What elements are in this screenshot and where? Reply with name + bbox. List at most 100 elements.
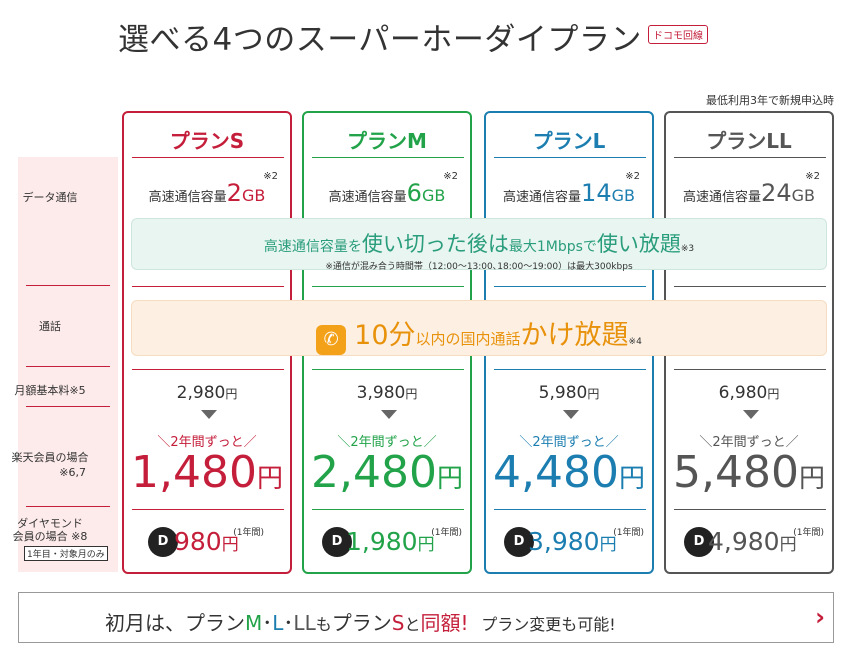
yen: 円 — [405, 387, 418, 401]
banner-text-big: 使い切った後は — [361, 232, 509, 256]
capacity-unit: GB — [421, 186, 446, 205]
label-diamond-2: 会員の場合 ※8 — [12, 530, 88, 543]
yen: 円 — [436, 464, 463, 494]
base-price-value: 6,980 — [718, 383, 768, 403]
capacity-number: 2 — [226, 179, 242, 207]
diamond-note: (1年間) — [233, 528, 264, 538]
capacity-number: 14 — [581, 179, 612, 207]
bottom-text-ll: LL — [293, 611, 316, 635]
rakuten-price: 1,480円 — [124, 447, 290, 498]
base-price: 6,980円 — [666, 383, 832, 403]
label-sep — [26, 366, 110, 367]
label-column — [18, 157, 118, 572]
capacity-unit: GB — [241, 186, 266, 205]
label-rakuten: 楽天会員の場合 — [11, 451, 89, 464]
bottom-text: と — [404, 615, 421, 634]
diamond-note: (1年間) — [431, 528, 462, 538]
plan-divider — [674, 157, 826, 158]
label-call: 通話 — [39, 320, 61, 333]
yen: 円 — [587, 387, 600, 401]
capacity-note: ※2 — [805, 171, 820, 182]
capacity-unit: GB — [791, 186, 815, 205]
yen: 円 — [618, 464, 645, 494]
free-call-banner: ✆ 10分以内の国内通話かけ放題※4 — [131, 300, 827, 356]
first-month-text: 初月は、プランM･L･LLもプランSと同額! プラン変更も可能! — [105, 607, 616, 636]
base-price: 3,980円 — [304, 383, 470, 403]
yen: 円 — [256, 464, 283, 494]
yen: 円 — [798, 464, 825, 494]
bottom-text: ･ — [262, 611, 273, 635]
plan-divider — [312, 157, 464, 158]
capacity-prefix: 高速通信容量 — [503, 190, 582, 205]
rakuten-price: 2,480円 — [304, 447, 470, 498]
plan-divider — [674, 369, 826, 370]
bottom-text-l: L — [272, 611, 284, 635]
diamond-price-value: 4,980 — [708, 527, 780, 556]
two-year-catch: ＼2年間ずっと／ — [519, 435, 619, 450]
bottom-text-same: 同額! — [420, 611, 469, 635]
label-rakuten-note: ※6,7 — [59, 466, 86, 479]
docomo-tag: ドコモ回線 — [648, 25, 708, 44]
chevron-right-icon: › — [815, 603, 825, 631]
yen: 円 — [225, 387, 238, 401]
bottom-text: プラン変更も可能! — [481, 615, 616, 634]
capacity: 高速通信容量24GB — [666, 179, 832, 207]
diamond-icon: D — [148, 527, 178, 557]
down-arrow-icon — [563, 410, 579, 419]
plan-divider — [674, 509, 826, 510]
phone-icon: ✆ — [316, 324, 347, 355]
label-diamond-1: ダイヤモンド — [17, 517, 83, 530]
diamond-price-value: 980 — [174, 527, 222, 556]
diamond-icon: D — [504, 527, 534, 557]
plan-divider — [132, 286, 284, 287]
bottom-text: ･ — [283, 611, 294, 635]
plan-divider — [494, 157, 646, 158]
diamond-price-value: 3,980 — [528, 527, 600, 556]
capacity-note: ※2 — [625, 171, 640, 182]
label-sep — [26, 406, 110, 407]
plan-name: プランLL — [706, 129, 792, 153]
banner-text: 以内の国内通話 — [415, 330, 521, 348]
unlimited-data-sub: ※通信が混み合う時間帯（12:00〜13:00､18:00〜19:00）は最大3… — [325, 262, 633, 272]
rakuten-price: 5,480円 — [666, 447, 832, 498]
plan-divider — [494, 509, 646, 510]
bottom-text: も — [315, 615, 332, 634]
down-arrow-icon — [381, 410, 397, 419]
capacity-unit: GB — [611, 186, 635, 205]
capacity-note: ※2 — [263, 171, 278, 182]
label-data: データ通信 — [22, 191, 78, 204]
bottom-text: 初月は、 — [105, 611, 185, 635]
capacity-prefix: 高速通信容量 — [683, 190, 762, 205]
yen: 円 — [779, 535, 797, 555]
min-term-note: 最低利用3年で新規申込時 — [706, 94, 834, 107]
yen: 円 — [221, 535, 239, 555]
label-sep — [26, 506, 110, 507]
capacity-number: 6 — [406, 179, 422, 207]
rakuten-price-value: 4,480 — [493, 447, 619, 498]
banner-note: ※3 — [680, 244, 695, 254]
plan-divider — [494, 286, 646, 287]
first-month-banner-link[interactable]: 初月は、プランM･L･LLもプランSと同額! プラン変更も可能! › — [18, 592, 834, 643]
bottom-text-s: S — [391, 611, 405, 635]
plan-divider — [132, 157, 284, 158]
yen: 円 — [767, 387, 780, 401]
label-first-year-badge: 1年目・対象月のみ — [24, 546, 108, 561]
plan-divider — [132, 369, 284, 370]
label-monthly: 月額基本料※5 — [14, 384, 86, 397]
base-price: 2,980円 — [124, 383, 290, 403]
capacity: 高速通信容量14GB — [486, 179, 652, 207]
diamond-icon: D — [684, 527, 714, 557]
plan-divider — [312, 509, 464, 510]
yen: 円 — [417, 535, 435, 555]
bottom-text: プラン — [331, 611, 392, 635]
capacity-number: 24 — [761, 179, 792, 207]
diamond-note: (1年間) — [793, 528, 824, 538]
base-price-value: 2,980 — [176, 383, 226, 403]
base-price: 5,980円 — [486, 383, 652, 403]
plan-divider — [312, 369, 464, 370]
rakuten-price-value: 2,480 — [311, 447, 437, 498]
plan-divider — [674, 286, 826, 287]
diamond-price: 3,980円 — [528, 527, 617, 556]
base-price-value: 5,980 — [538, 383, 588, 403]
capacity-prefix: 高速通信容量 — [148, 190, 227, 205]
